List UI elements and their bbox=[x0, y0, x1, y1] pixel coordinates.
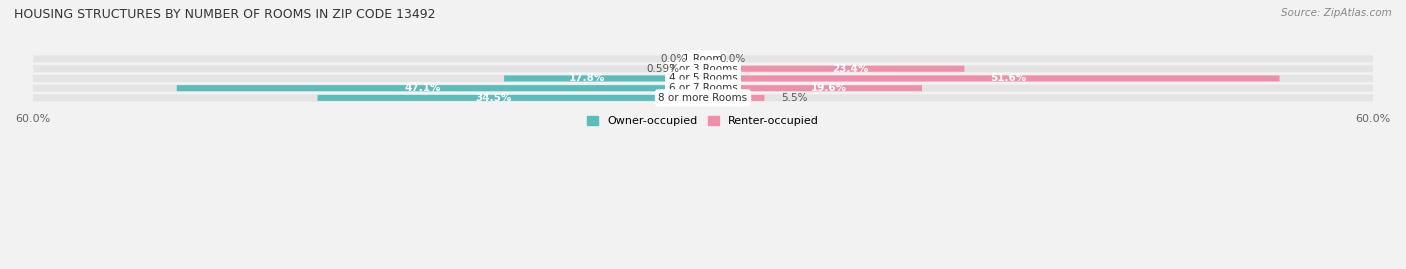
FancyBboxPatch shape bbox=[703, 75, 1279, 82]
Text: 5.5%: 5.5% bbox=[782, 93, 807, 103]
Text: 34.5%: 34.5% bbox=[475, 93, 512, 103]
Text: HOUSING STRUCTURES BY NUMBER OF ROOMS IN ZIP CODE 13492: HOUSING STRUCTURES BY NUMBER OF ROOMS IN… bbox=[14, 8, 436, 21]
Text: 0.59%: 0.59% bbox=[647, 64, 679, 74]
Text: 0.0%: 0.0% bbox=[659, 54, 686, 64]
FancyBboxPatch shape bbox=[32, 75, 1374, 82]
FancyBboxPatch shape bbox=[177, 85, 703, 91]
FancyBboxPatch shape bbox=[318, 95, 703, 101]
Text: 1 Room: 1 Room bbox=[683, 54, 723, 64]
FancyBboxPatch shape bbox=[696, 66, 703, 72]
FancyBboxPatch shape bbox=[32, 65, 1374, 72]
Text: 8 or more Rooms: 8 or more Rooms bbox=[658, 93, 748, 103]
FancyBboxPatch shape bbox=[505, 75, 703, 82]
FancyBboxPatch shape bbox=[703, 95, 765, 101]
FancyBboxPatch shape bbox=[703, 66, 965, 72]
FancyBboxPatch shape bbox=[32, 94, 1374, 101]
Text: 4 or 5 Rooms: 4 or 5 Rooms bbox=[669, 73, 737, 83]
Legend: Owner-occupied, Renter-occupied: Owner-occupied, Renter-occupied bbox=[582, 111, 824, 131]
FancyBboxPatch shape bbox=[32, 55, 1374, 62]
Text: 19.6%: 19.6% bbox=[811, 83, 848, 93]
Text: 0.0%: 0.0% bbox=[720, 54, 747, 64]
FancyBboxPatch shape bbox=[32, 85, 1374, 92]
Text: 47.1%: 47.1% bbox=[405, 83, 441, 93]
Text: 23.4%: 23.4% bbox=[832, 64, 869, 74]
Text: 2 or 3 Rooms: 2 or 3 Rooms bbox=[669, 64, 737, 74]
Text: 17.8%: 17.8% bbox=[568, 73, 605, 83]
FancyBboxPatch shape bbox=[703, 85, 922, 91]
Text: 6 or 7 Rooms: 6 or 7 Rooms bbox=[669, 83, 737, 93]
Text: 51.6%: 51.6% bbox=[990, 73, 1026, 83]
Text: Source: ZipAtlas.com: Source: ZipAtlas.com bbox=[1281, 8, 1392, 18]
